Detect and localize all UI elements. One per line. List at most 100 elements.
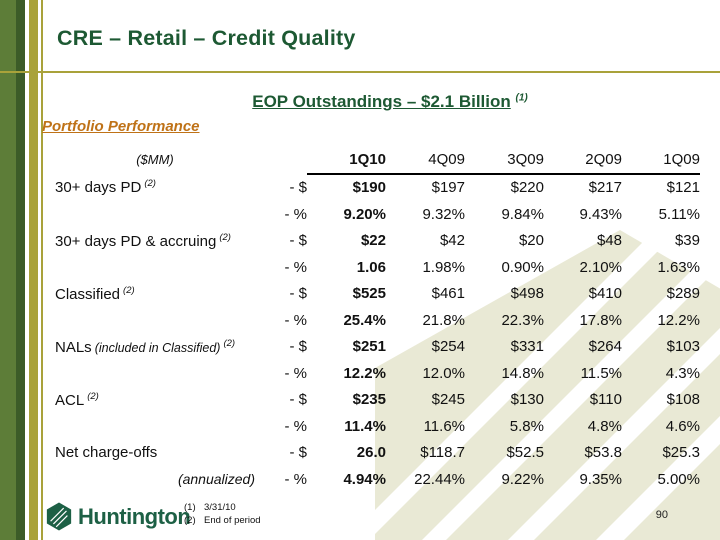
- subtitle: EOP Outstandings – $2.1 Billion (1): [60, 92, 720, 112]
- value-cell: $245: [431, 391, 465, 409]
- row-unit: - $: [289, 338, 307, 356]
- value-cell: $254: [431, 338, 465, 356]
- row-label-cell: 30+ days PD (2): [55, 174, 255, 202]
- value-cell: 11.5%: [580, 364, 622, 382]
- column-header-2Q09: 2Q09: [544, 146, 622, 175]
- table-row: ACL (2) - $ $235 $245 $130 $110 $108: [55, 387, 700, 414]
- section-heading: Portfolio Performance: [42, 118, 200, 135]
- row-unit: - %: [284, 470, 308, 488]
- value-cell: $22: [360, 232, 386, 250]
- value-cell: $110: [589, 391, 622, 409]
- value-cell: $498: [510, 285, 544, 303]
- footnote: (1) 3/31/10: [184, 501, 261, 514]
- row-label-cell: NALs (included in Classified) (2): [55, 334, 255, 361]
- page-title: CRE – Retail – Credit Quality: [57, 26, 356, 50]
- value-cell: $39: [674, 232, 700, 250]
- row-label-cell: [55, 360, 255, 387]
- value-cell: $525: [352, 285, 386, 303]
- value-cell: $190: [352, 179, 386, 197]
- value-cell: $197: [431, 179, 465, 197]
- value-cell: 4.94%: [343, 470, 386, 488]
- value-cell: 22.44%: [414, 470, 465, 488]
- value-cell: 9.22%: [501, 470, 544, 488]
- value-cell: 1.98%: [422, 258, 465, 276]
- value-cell: 9.43%: [579, 205, 622, 223]
- value-cell: $103: [666, 338, 700, 356]
- row-footnote-ref: (2): [87, 390, 99, 402]
- table-row: NALs (included in Classified) (2) - $ $251 $2…: [55, 334, 700, 361]
- logo-wordmark: Huntington: [78, 503, 191, 529]
- row-label-cell: [55, 413, 255, 440]
- title-divider-line: [0, 71, 720, 73]
- value-cell: 9.35%: [579, 470, 622, 488]
- value-cell: 4.6%: [665, 417, 700, 435]
- value-cell: 9.84%: [501, 205, 544, 223]
- subtitle-footnote-ref: (1): [515, 92, 528, 104]
- value-cell: 12.0%: [422, 364, 465, 382]
- column-header-4Q09: 4Q09: [386, 146, 465, 175]
- value-cell: $48: [596, 232, 622, 250]
- value-cell: 17.8%: [579, 311, 622, 329]
- row-label-italic: (included in Classified): [94, 340, 221, 355]
- footnote-text: 3/31/10: [204, 502, 236, 513]
- value-cell: 12.2%: [343, 364, 386, 382]
- column-header-1Q10: 1Q10: [307, 146, 386, 175]
- left-edge-bar: [0, 0, 16, 540]
- row-footnote-ref: (2): [144, 178, 156, 190]
- value-cell: 5.00%: [657, 470, 700, 488]
- value-cell: 5.11%: [658, 205, 700, 223]
- value-cell: 22.3%: [501, 311, 544, 329]
- row-unit: - $: [289, 391, 307, 409]
- row-unit: - %: [284, 258, 308, 276]
- subtitle-text: EOP Outstandings – $2.1 Billion: [252, 92, 511, 111]
- row-label-annualized: (annualized): [177, 471, 255, 488]
- value-cell: 5.8%: [509, 417, 544, 435]
- column-header-1Q09: 1Q09: [622, 146, 700, 175]
- table-row: (annualized) - % 4.94% 22.44% 9.22% 9.35% 5.00…: [55, 466, 700, 493]
- value-cell: $220: [510, 179, 544, 197]
- row-unit: - %: [284, 364, 308, 382]
- row-label-cell: (annualized): [55, 466, 255, 493]
- value-cell: 2.10%: [579, 258, 622, 276]
- value-cell: $264: [588, 338, 622, 356]
- value-cell: $410: [588, 285, 622, 303]
- table-row: - % 25.4% 21.8% 22.3% 17.8% 12.2%: [55, 307, 701, 334]
- value-cell: 25.4%: [343, 311, 386, 329]
- value-cell: $118.7: [420, 444, 465, 462]
- table-row: Classified (2) - $ $525 $461 $498 $410 $289: [55, 281, 700, 308]
- money-unit-label: ($MM): [136, 152, 174, 168]
- footnote-ref: (2): [184, 515, 196, 526]
- value-cell: 9.20%: [343, 205, 386, 223]
- table-header-row: ($MM) 1Q10 4Q09 3Q09 2Q09 1Q09: [55, 146, 700, 175]
- value-cell: $121: [666, 179, 700, 197]
- row-unit: - %: [284, 205, 308, 223]
- table-row: - % 11.4% 11.6% 5.8% 4.8% 4.6%: [55, 413, 701, 440]
- row-label-cell: [55, 201, 255, 228]
- value-cell: $461: [431, 285, 465, 303]
- footnote-text: End of period: [204, 515, 261, 526]
- row-label-cell: [55, 254, 255, 281]
- row-label: NALs: [55, 338, 92, 356]
- unit-column-header: [255, 146, 307, 174]
- footnote: (2) End of period: [184, 514, 261, 527]
- table-row: - % 12.2% 12.0% 14.8% 11.5% 4.3%: [55, 360, 701, 387]
- value-cell: 1.06: [356, 258, 386, 276]
- value-cell: 14.8%: [501, 364, 544, 382]
- table-row: 30+ days PD & accruing (2) - $ $22 $42 $20 $48…: [55, 228, 700, 255]
- value-cell: 9.32%: [422, 205, 465, 223]
- table-row: Net charge-offs - $ 26.0 $118.7 $52.5 $53.8 $2…: [55, 440, 700, 467]
- table-row: - % 9.20% 9.32% 9.84% 9.43% 5.11%: [55, 201, 701, 228]
- value-cell: 11.6%: [423, 417, 465, 435]
- row-footnote-ref: (2): [219, 231, 231, 243]
- value-cell: 4.3%: [665, 364, 700, 382]
- row-label-cell: [55, 307, 255, 334]
- table-row: - % 1.06 1.98% 0.90% 2.10% 1.63%: [55, 254, 701, 281]
- row-label: Classified: [55, 285, 121, 303]
- value-cell: $331: [510, 338, 544, 356]
- row-label: 30+ days PD & accruing: [55, 232, 217, 250]
- row-unit: - $: [289, 232, 307, 250]
- footnote-ref: (1): [184, 502, 196, 513]
- row-unit: - %: [284, 311, 308, 329]
- value-cell: 0.90%: [501, 258, 544, 276]
